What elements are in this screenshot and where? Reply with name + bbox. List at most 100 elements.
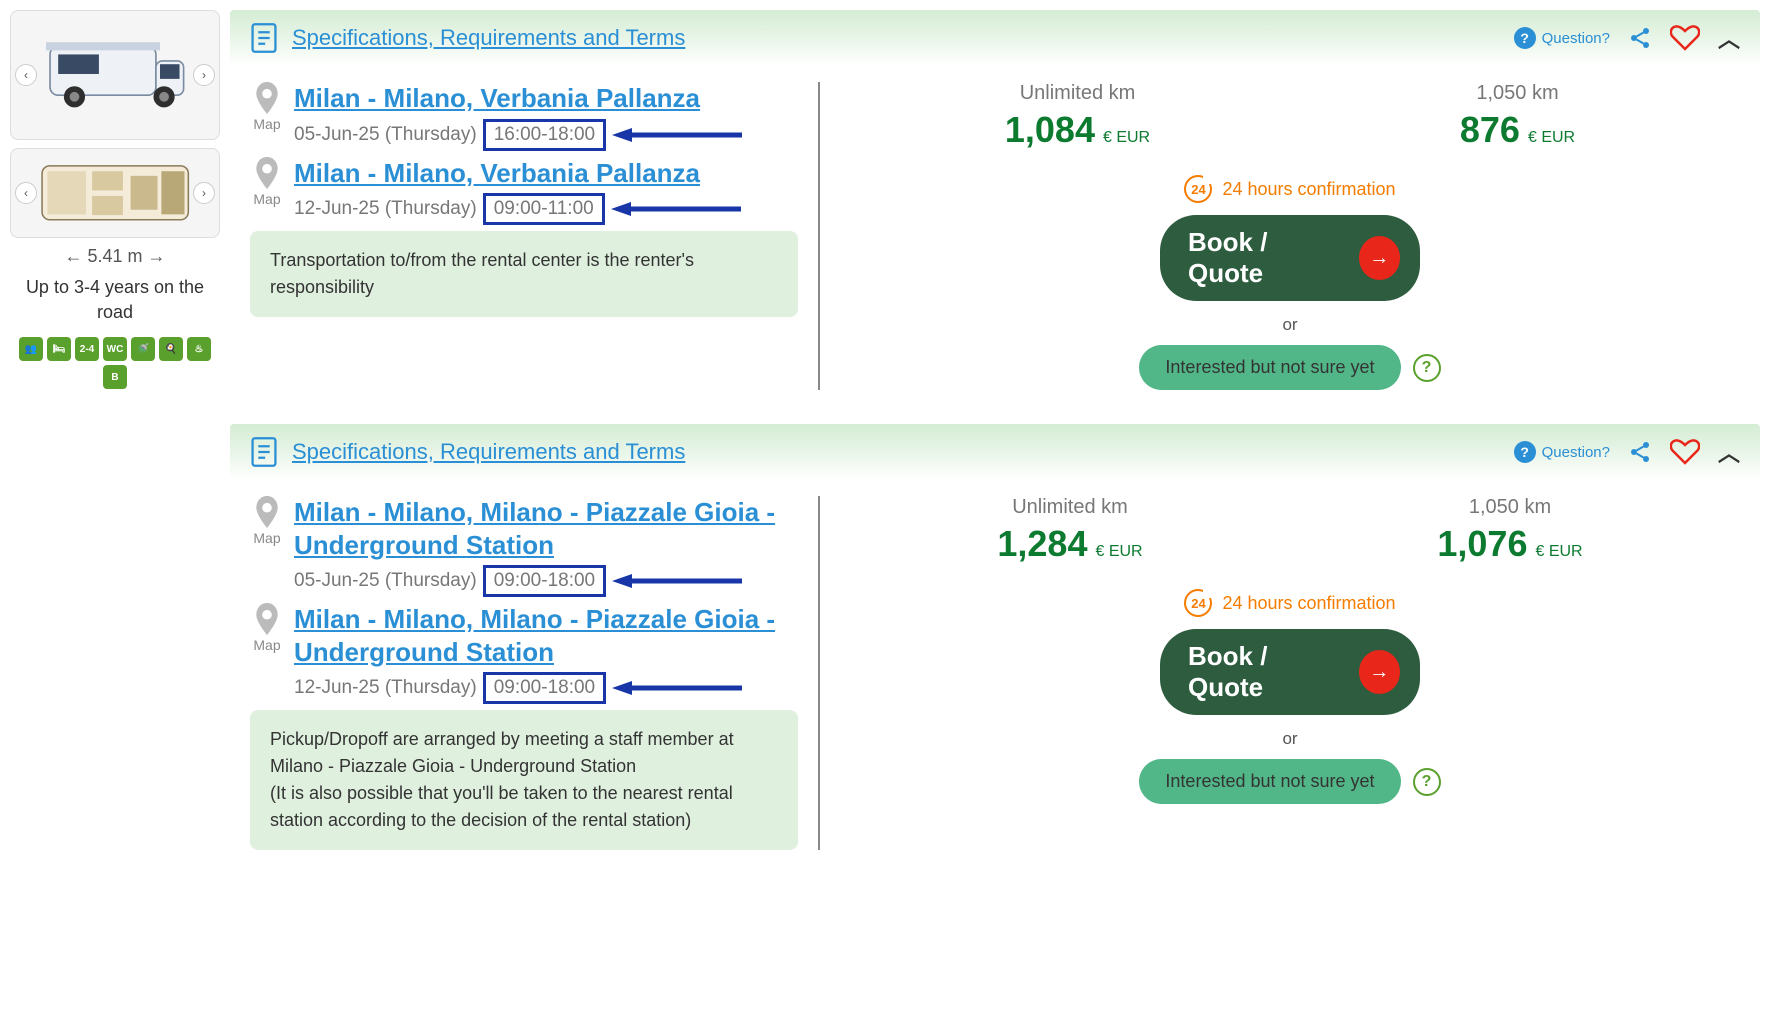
location-column: Map Milan - Milano, Verbania Pallanza 05… [230, 82, 820, 390]
question-link[interactable]: ? Question? [1514, 27, 1610, 49]
confirmation-row: 24 24 hours confirmation [850, 175, 1730, 203]
dropoff-date: 12-Jun-25 (Thursday) [294, 677, 477, 699]
currency: € EUR [1535, 543, 1582, 561]
listing-card: Specifications, Requirements and Terms ?… [230, 424, 1760, 870]
share-icon[interactable] [1628, 26, 1652, 50]
camper-floorplan-svg [32, 162, 198, 224]
pickup-location-link[interactable]: Milan - Milano, Verbania Pallanza [294, 82, 700, 115]
annotation-arrow-icon [612, 680, 742, 696]
feature-icons-row: 👥 🛏 2-4 WC 🚿 🍳 ♨ B [10, 337, 220, 389]
pickup-time-highlight: 16:00-18:00 [483, 119, 606, 151]
document-icon [250, 436, 278, 468]
spec-link[interactable]: Specifications, Requirements and Terms [292, 439, 685, 465]
pin-icon [254, 157, 280, 189]
confirmation-text: 24 hours confirmation [1222, 593, 1395, 614]
book-label: Book / Quote [1188, 227, 1341, 289]
annotation-arrow-icon [612, 573, 742, 589]
price-label: Unlimited km [997, 496, 1142, 519]
map-label[interactable]: Map [253, 637, 280, 653]
annotation-arrow-icon [611, 201, 741, 217]
vehicle-length: ← 5.41 m → [10, 246, 220, 267]
price-limited: 1,050 km 1,076 € EUR [1437, 496, 1582, 565]
next-floorplan-button[interactable]: › [193, 182, 215, 204]
camper-exterior-svg [32, 30, 198, 120]
price-column: Unlimited km 1,084€ EUR 1,050 km 876 € EU… [820, 82, 1760, 390]
book-arrow-icon: → [1359, 236, 1400, 280]
price-limited: 1,050 km 876 € EUR [1460, 82, 1575, 151]
confirmation-text: 24 hours confirmation [1222, 179, 1395, 200]
prev-image-button[interactable]: ‹ [15, 64, 37, 86]
collapse-icon[interactable]: ︿ [1718, 436, 1740, 468]
price-label: Unlimited km [1005, 82, 1150, 105]
feature-icon: 2-4 [75, 337, 99, 361]
share-icon[interactable] [1628, 440, 1652, 464]
annotation-arrow-icon [612, 127, 742, 143]
spec-header: Specifications, Requirements and Terms ?… [230, 424, 1760, 480]
currency: € EUR [1528, 129, 1575, 147]
feature-icon: 🚿 [131, 337, 155, 361]
confirmation-badge-icon: 24 [1184, 589, 1212, 617]
map-label[interactable]: Map [253, 191, 280, 207]
book-quote-button[interactable]: Book / Quote → [1160, 629, 1420, 715]
transport-note: Transportation to/from the rental center… [250, 231, 798, 317]
listing-card: Specifications, Requirements and Terms ?… [230, 10, 1760, 410]
map-label[interactable]: Map [253, 116, 280, 132]
dropoff-time-highlight: 09:00-18:00 [483, 672, 606, 704]
vehicle-exterior-image[interactable]: ‹ › [10, 10, 220, 140]
document-icon [250, 22, 278, 54]
feature-icon: 👥 [19, 337, 43, 361]
currency: € EUR [1103, 129, 1150, 147]
pickup-date: 05-Jun-25 (Thursday) [294, 570, 477, 592]
feature-icon: 🛏 [47, 337, 71, 361]
question-icon: ? [1514, 441, 1536, 463]
help-icon[interactable]: ? [1413, 354, 1441, 382]
price-unlimited: Unlimited km 1,084€ EUR [1005, 82, 1150, 151]
help-icon[interactable]: ? [1413, 768, 1441, 796]
favorite-icon[interactable] [1670, 439, 1700, 465]
confirmation-row: 24 24 hours confirmation [850, 589, 1730, 617]
pin-icon [254, 82, 280, 114]
question-link[interactable]: ? Question? [1514, 441, 1610, 463]
dropoff-time-highlight: 09:00-11:00 [483, 193, 605, 225]
question-icon: ? [1514, 27, 1536, 49]
price-value: 1,076 [1437, 523, 1527, 565]
price-value: 876 [1460, 109, 1520, 151]
next-image-button[interactable]: › [193, 64, 215, 86]
listings-column: Specifications, Requirements and Terms ?… [230, 10, 1760, 884]
spec-link[interactable]: Specifications, Requirements and Terms [292, 25, 685, 51]
price-label: 1,050 km [1460, 82, 1575, 105]
dropoff-location-link[interactable]: Milan - Milano, Verbania Pallanza [294, 157, 700, 190]
price-unlimited: Unlimited km 1,284€ EUR [997, 496, 1142, 565]
book-arrow-icon: → [1359, 650, 1400, 694]
pickup-location-link[interactable]: Milan - Milano, Milano - Piazzale Gioia … [294, 496, 798, 561]
pin-icon [254, 496, 280, 528]
map-label[interactable]: Map [253, 530, 280, 546]
feature-icon: WC [103, 337, 127, 361]
favorite-icon[interactable] [1670, 25, 1700, 51]
collapse-icon[interactable]: ︿ [1718, 22, 1740, 54]
transport-note: Pickup/Dropoff are arranged by meeting a… [250, 710, 798, 850]
pin-icon [254, 603, 280, 635]
or-text: or [850, 729, 1730, 749]
interested-button[interactable]: Interested but not sure yet [1139, 345, 1400, 390]
pickup-time-highlight: 09:00-18:00 [483, 565, 606, 597]
pickup-date: 05-Jun-25 (Thursday) [294, 124, 477, 146]
prev-floorplan-button[interactable]: ‹ [15, 182, 37, 204]
question-label: Question? [1542, 444, 1610, 461]
price-label: 1,050 km [1437, 496, 1582, 519]
price-value: 1,284 [997, 523, 1087, 565]
book-label: Book / Quote [1188, 641, 1341, 703]
spec-header: Specifications, Requirements and Terms ?… [230, 10, 1760, 66]
or-text: or [850, 315, 1730, 335]
feature-icon: B [103, 365, 127, 389]
location-column: Map Milan - Milano, Milano - Piazzale Gi… [230, 496, 820, 850]
price-column: Unlimited km 1,284€ EUR 1,050 km 1,076 € … [820, 496, 1760, 850]
dropoff-location-link[interactable]: Milan - Milano, Milano - Piazzale Gioia … [294, 603, 798, 668]
book-quote-button[interactable]: Book / Quote → [1160, 215, 1420, 301]
interested-button[interactable]: Interested but not sure yet [1139, 759, 1400, 804]
dropoff-date: 12-Jun-25 (Thursday) [294, 198, 477, 220]
vehicle-age: Up to 3-4 years on the road [10, 275, 220, 325]
feature-icon: 🍳 [159, 337, 183, 361]
vehicle-floorplan-image[interactable]: ‹ › [10, 148, 220, 238]
feature-icon: ♨ [187, 337, 211, 361]
